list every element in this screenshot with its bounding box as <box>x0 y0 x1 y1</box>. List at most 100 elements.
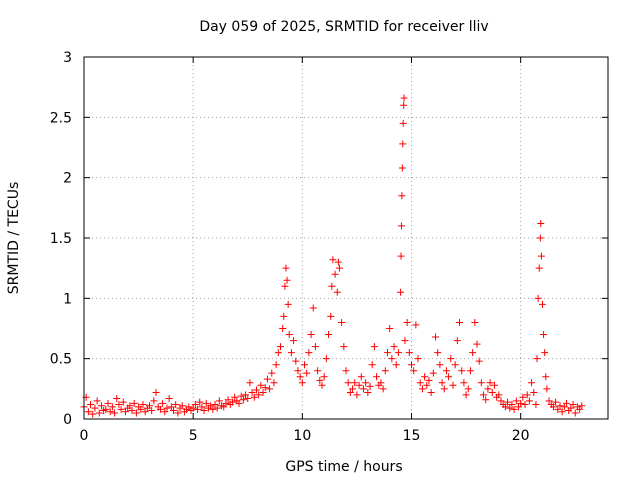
data-point <box>506 404 514 412</box>
data-point <box>540 331 548 339</box>
data-point <box>554 405 562 413</box>
data-point <box>400 94 408 102</box>
data-point <box>346 388 354 396</box>
data-point <box>440 385 448 393</box>
data-point <box>473 340 481 348</box>
data-point <box>398 192 406 200</box>
data-point <box>392 361 400 369</box>
data-point <box>320 373 328 381</box>
data-point <box>421 373 429 381</box>
data-point <box>519 393 527 401</box>
data-point <box>432 333 440 341</box>
data-point <box>364 388 372 396</box>
data-point <box>532 401 540 409</box>
data-point <box>207 402 215 410</box>
data-point <box>141 408 149 416</box>
data-point <box>484 385 492 393</box>
data-point <box>242 391 250 399</box>
y-tick-label: 2 <box>63 171 72 187</box>
data-point <box>558 408 566 416</box>
data-point <box>517 399 525 407</box>
data-point <box>425 376 433 384</box>
y-tick-label: 0 <box>63 412 72 428</box>
data-point <box>198 403 206 411</box>
data-point <box>537 220 545 228</box>
data-point <box>563 399 571 407</box>
data-point <box>294 367 302 375</box>
data-point <box>410 367 418 375</box>
data-point <box>246 379 254 387</box>
data-point <box>309 304 317 312</box>
data-point <box>148 407 156 415</box>
data-point <box>274 349 282 357</box>
data-point <box>401 337 409 345</box>
data-point <box>533 355 541 363</box>
data-point <box>408 361 415 369</box>
data-point <box>137 405 145 413</box>
data-point <box>117 405 125 413</box>
data-point <box>266 385 274 393</box>
data-point <box>263 375 271 383</box>
data-point <box>268 369 276 377</box>
data-point <box>325 331 333 339</box>
data-point <box>279 325 287 332</box>
data-point <box>111 409 119 417</box>
x-axis-label: GPS time / hours <box>285 459 402 475</box>
data-point <box>87 401 95 409</box>
data-point <box>185 403 193 411</box>
data-point <box>209 405 217 413</box>
data-point <box>399 140 407 148</box>
data-point <box>146 402 153 410</box>
data-point <box>488 388 496 396</box>
data-point <box>460 379 468 387</box>
data-point <box>316 376 324 384</box>
data-point <box>525 397 533 405</box>
data-point <box>150 397 158 405</box>
data-point <box>237 392 245 400</box>
data-point <box>235 399 243 407</box>
data-point <box>379 385 387 393</box>
data-point <box>97 402 105 410</box>
data-point <box>366 382 374 390</box>
data-point <box>91 404 99 412</box>
data-point <box>272 361 280 369</box>
data-point <box>560 403 568 411</box>
y-tick-label: 1 <box>63 291 72 307</box>
data-point <box>335 264 343 272</box>
data-point <box>542 373 550 381</box>
data-point <box>569 401 577 409</box>
data-point <box>567 404 575 412</box>
data-point <box>490 381 498 389</box>
data-point <box>357 373 365 381</box>
data-point <box>423 381 431 389</box>
data-point <box>126 402 134 410</box>
data-point <box>351 379 359 387</box>
data-point <box>139 401 147 409</box>
data-point <box>167 403 175 411</box>
data-point <box>344 379 352 387</box>
data-point <box>464 385 472 393</box>
data-point <box>196 398 204 406</box>
data-point <box>571 409 579 417</box>
data-point <box>329 256 337 264</box>
data-point <box>552 398 560 406</box>
data-point <box>397 252 405 260</box>
data-point <box>390 343 398 351</box>
data-point <box>438 379 446 387</box>
data-point <box>152 388 160 396</box>
data-point <box>480 391 488 399</box>
data-point <box>104 399 112 407</box>
data-point <box>200 407 208 415</box>
data-point <box>163 404 171 412</box>
data-point <box>213 404 221 412</box>
data-point <box>222 399 230 407</box>
data-point <box>172 401 180 409</box>
data-point <box>119 398 127 406</box>
data-point <box>224 396 232 404</box>
data-point <box>537 252 545 260</box>
data-point <box>259 388 267 396</box>
data-point <box>84 408 92 416</box>
data-point <box>106 408 114 416</box>
